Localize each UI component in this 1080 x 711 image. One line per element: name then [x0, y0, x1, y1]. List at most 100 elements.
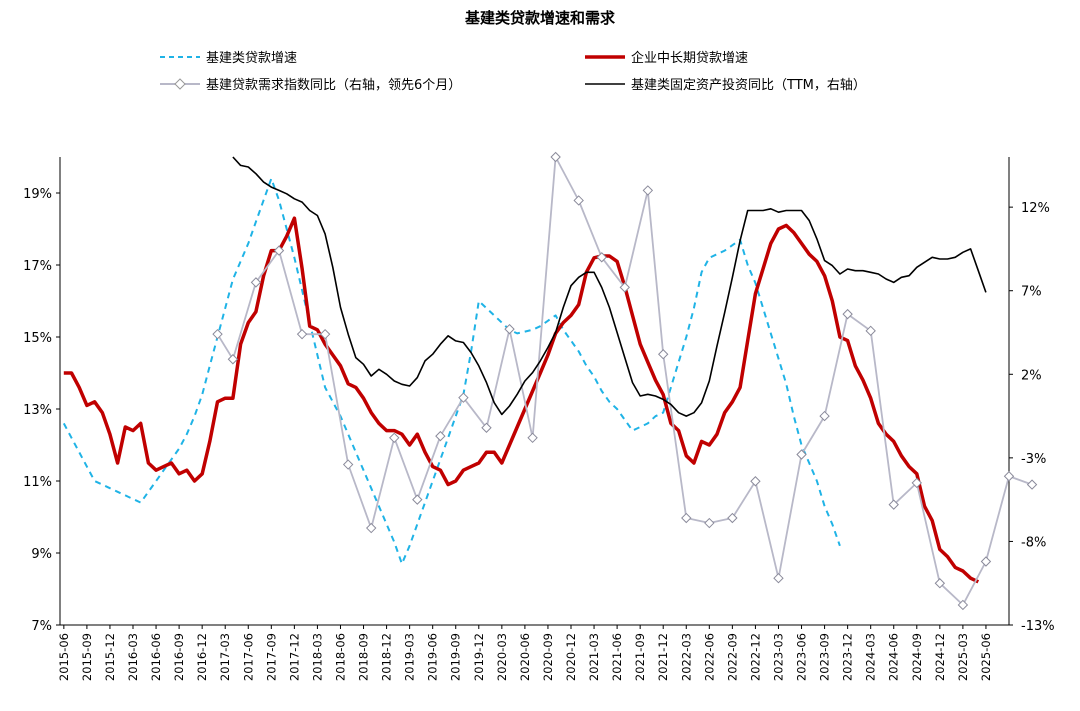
demand-point [819, 410, 830, 422]
x-tick-label: 2020-03 [495, 633, 509, 681]
x-tick-label: 2023-12 [841, 633, 855, 681]
x-tick-label: 2020-12 [564, 633, 578, 681]
demand-point [704, 517, 715, 529]
right-tick-label: -8% [1021, 535, 1046, 550]
x-tick-label: 2022-03 [679, 633, 693, 681]
x-tick-label: 2023-06 [795, 633, 809, 681]
left-tick-label: 9% [31, 547, 52, 562]
x-tick-label: 2017-09 [264, 633, 278, 681]
x-tick-label: 2021-06 [610, 633, 624, 681]
demand-point [642, 185, 654, 196]
demand-point [550, 151, 561, 163]
demand-point [980, 556, 992, 567]
demand-point [250, 277, 262, 288]
x-tick-label: 2016-03 [126, 633, 140, 681]
demand-point [796, 449, 807, 460]
x-tick-label: 2019-06 [426, 633, 440, 681]
x-tick-label: 2025-06 [979, 633, 993, 681]
demand-point [227, 354, 239, 365]
demand-point [319, 328, 331, 340]
legend-marker [174, 78, 186, 90]
plot-area [62, 151, 1038, 611]
demand-point [527, 432, 538, 444]
x-tick-label: 2025-03 [956, 633, 970, 681]
left-tick-label: 7% [31, 619, 52, 634]
x-tick-label: 2022-06 [702, 633, 716, 681]
left-tick-label: 15% [23, 331, 52, 346]
x-tick-label: 2016-09 [172, 633, 186, 681]
right-tick-label: 2% [1021, 368, 1042, 383]
series-line-corp_loan [63, 216, 980, 584]
demand-point [389, 432, 400, 444]
x-tick-label: 2021-03 [587, 633, 601, 681]
x-tick-label: 2019-09 [449, 633, 463, 681]
demand-point [888, 499, 899, 510]
demand-point [658, 349, 669, 360]
right-tick-label: 7% [1021, 285, 1042, 300]
axes-frame [59, 157, 1010, 626]
x-tick-label: 2020-06 [518, 633, 532, 681]
left-tick-label: 17% [23, 259, 52, 274]
demand-point [366, 522, 377, 534]
x-tick-label: 2018-06 [333, 633, 347, 681]
legend-item: 基建类贷款增速 [160, 51, 297, 66]
left-axis-ticks: 7% 9% 11% 13% 15% 17% 19% [23, 187, 60, 634]
x-tick-label: 2015-06 [57, 633, 71, 681]
legend-item: 基建类固定资产投资同比（TTM，右轴） [585, 77, 866, 93]
legend-label: 基建类固定资产投资同比（TTM，右轴） [631, 77, 866, 93]
demand-point [596, 252, 607, 263]
demand-point [573, 195, 584, 206]
series-line-fai [232, 156, 987, 417]
legend-label: 企业中长期贷款增速 [631, 50, 748, 66]
x-tick-label: 2022-09 [725, 633, 739, 681]
demand-point [412, 494, 423, 505]
x-tick-label: 2017-03 [218, 633, 232, 681]
demand-point [773, 572, 784, 584]
x-tick-label: 2024-12 [933, 633, 947, 681]
x-tick-label: 2015-09 [80, 633, 94, 681]
chart-title: 基建类贷款增速和需求 [464, 9, 616, 27]
x-tick-label: 2022-12 [748, 633, 762, 681]
x-tick-label: 2018-12 [380, 633, 394, 681]
demand-point [1003, 471, 1015, 482]
demand-point [342, 459, 354, 470]
x-tick-label: 2019-03 [403, 633, 417, 681]
demand-point [458, 392, 469, 403]
demand-point [435, 430, 446, 442]
x-tick-label: 2016-12 [195, 633, 209, 681]
demand-point [681, 512, 692, 524]
demand-point [273, 245, 285, 256]
x-tick-label: 2016-06 [149, 633, 163, 681]
demand-point [911, 477, 922, 489]
demand-point [481, 422, 492, 433]
x-tick-label: 2021-12 [656, 633, 670, 681]
right-tick-label: -13% [1021, 619, 1055, 634]
demand-point [934, 578, 946, 589]
right-axis-ticks: -13% -8% -3% 2% 7% 12% [1009, 201, 1055, 634]
legend-label: 基建贷款需求指数同比（右轴，领先6个月） [206, 78, 461, 93]
demand-point [842, 308, 853, 320]
left-tick-label: 11% [23, 475, 52, 490]
x-tick-label: 2018-03 [310, 633, 324, 681]
legend-label: 基建类贷款增速 [206, 51, 297, 66]
legend-item: 基建贷款需求指数同比（右轴，领先6个月） [160, 78, 461, 93]
demand-point [727, 512, 738, 524]
x-tick-label: 2024-09 [910, 633, 924, 681]
legend-item: 企业中长期贷款增速 [585, 50, 748, 66]
x-tick-label: 2021-09 [633, 633, 647, 681]
demand-point [212, 328, 223, 340]
series-line-demand [216, 156, 1033, 606]
series-line-infra_loan [62, 177, 841, 565]
demand-point [750, 476, 761, 487]
x-tick-label: 2024-03 [864, 633, 878, 681]
x-tick-label: 2018-09 [357, 633, 371, 681]
demand-point [296, 328, 308, 340]
x-tick-label: 2015-12 [103, 633, 117, 681]
right-tick-label: -3% [1021, 452, 1046, 467]
x-tick-label: 2024-06 [887, 633, 901, 681]
demand-point [957, 599, 969, 611]
right-tick-label: 12% [1021, 201, 1050, 216]
